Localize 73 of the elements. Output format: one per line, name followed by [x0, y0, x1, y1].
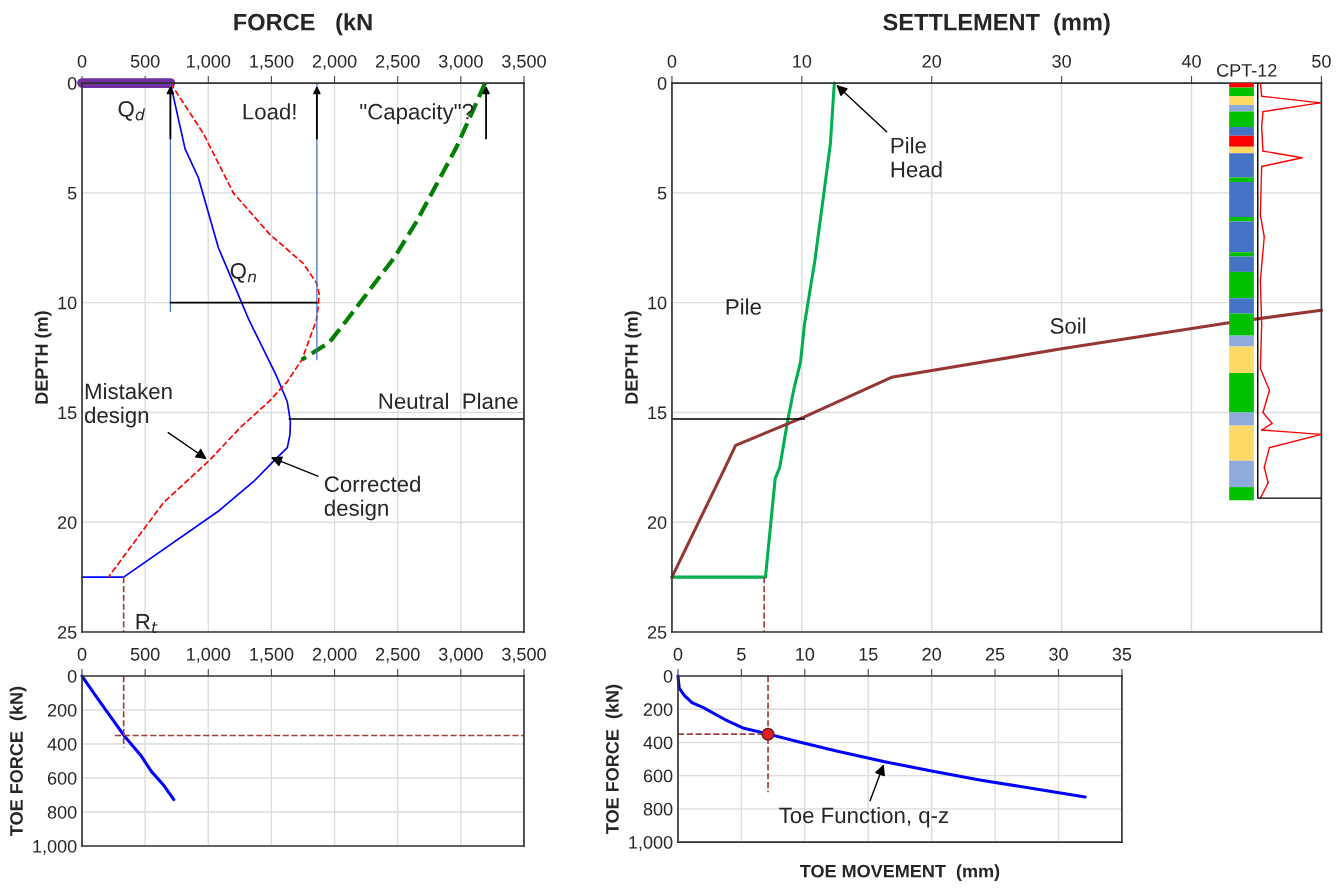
x-tick-label: 500 — [130, 647, 160, 661]
y-tick-label: 200 — [643, 703, 673, 716]
y-tick-label: 1,000 — [33, 839, 77, 855]
y-tick-label: 25 — [57, 625, 77, 639]
y-tick-label: 0 — [663, 669, 673, 683]
x-tick-label: 20 — [922, 647, 941, 661]
x-tick-label: 10 — [796, 647, 815, 661]
y-tick-label: 5 — [657, 186, 667, 200]
x-tick-label: 5 — [737, 648, 746, 661]
y-axis-title: TOE FORCE (kN) — [605, 684, 623, 834]
x-tick-label: 30 — [1049, 647, 1068, 661]
chart-title: FORCE (kN — [234, 13, 372, 36]
x-tick-label: 40 — [1181, 54, 1201, 68]
y-tick-label: 5 — [67, 186, 77, 200]
x-tick-label: 3,000 — [438, 54, 483, 70]
annotation: Neutral Plane — [379, 392, 518, 410]
x-tick-label: 30 — [1052, 54, 1071, 68]
y-tick-label: 800 — [47, 805, 77, 819]
annotation: Toe Function, q-z — [779, 806, 949, 828]
x-tick-label: 2,500 — [376, 54, 420, 70]
x-tick-label: 3,500 — [502, 54, 546, 70]
y-tick-label: 15 — [58, 406, 77, 420]
x-tick-label: 0 — [77, 54, 87, 68]
y-axis-title: TOE FORCE (kN) — [9, 686, 27, 836]
annotation: Soil — [1050, 317, 1086, 334]
y-tick-label: 600 — [47, 771, 77, 785]
y-axis-title: DEPTH (m) — [624, 311, 642, 404]
annotation: Load! — [243, 103, 296, 120]
annotation: Q$_{n}$ — [230, 263, 256, 283]
x-tick-label: 10 — [793, 54, 812, 68]
y-axis-title: DEPTH (m) — [34, 311, 52, 404]
x-tick-label: 35 — [1112, 647, 1132, 661]
annotation: Corrected design — [324, 475, 420, 521]
y-tick-label: 0 — [657, 76, 667, 90]
y-tick-label: 600 — [643, 769, 673, 783]
x-tick-label: 50 — [1312, 54, 1331, 68]
x-tick-label: 20 — [922, 54, 942, 68]
x-tick-label: 3,000 — [438, 647, 483, 663]
text: CPT-12 — [1217, 63, 1277, 77]
annotation: Pile Head — [891, 137, 942, 178]
y-tick-label: 1,000 — [629, 836, 673, 851]
y-tick-label: 20 — [647, 516, 667, 529]
chart-title: SETTLEMENT (mm) — [883, 13, 1110, 36]
annotation: Pile — [726, 298, 761, 315]
y-tick-label: 0 — [67, 76, 77, 90]
x-tick-label: 2,000 — [312, 647, 357, 663]
x-tick-label: 2,500 — [376, 647, 420, 663]
annotation: Q$_{d}$ — [118, 101, 145, 121]
annotation: Mistaken design — [84, 382, 172, 428]
x-tick-label: 25 — [985, 647, 1005, 661]
x-axis-title: TOE MOVEMENT (mm) — [799, 864, 1000, 882]
y-tick-label: 15 — [648, 406, 667, 420]
x-tick-label: 500 — [130, 54, 160, 68]
y-tick-label: 400 — [47, 737, 77, 751]
x-tick-label: 1,000 — [187, 54, 231, 70]
annotation: R$_{t}$ — [136, 614, 158, 633]
annotation: "Capacity"? — [360, 103, 474, 124]
x-tick-label: 1,000 — [187, 647, 231, 663]
x-tick-label: 3,500 — [502, 647, 546, 663]
y-tick-label: 10 — [648, 296, 667, 310]
y-tick-label: 200 — [47, 703, 77, 717]
x-tick-label: 0 — [77, 647, 87, 661]
x-tick-label: 1,500 — [250, 647, 294, 663]
y-tick-label: 400 — [643, 736, 673, 750]
y-tick-label: 20 — [57, 516, 77, 529]
y-tick-label: 800 — [643, 802, 673, 816]
y-tick-label: 0 — [67, 669, 77, 683]
x-tick-label: 1,500 — [250, 54, 294, 70]
y-tick-label: 25 — [647, 625, 667, 639]
x-tick-label: 2,000 — [312, 54, 357, 70]
x-tick-label: 15 — [859, 648, 878, 661]
x-tick-label: 0 — [673, 647, 683, 661]
y-tick-label: 10 — [58, 296, 77, 310]
